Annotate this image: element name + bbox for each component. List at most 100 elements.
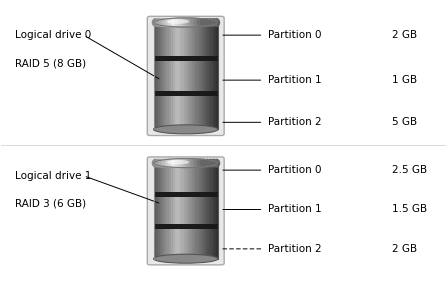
Polygon shape <box>171 163 173 259</box>
Ellipse shape <box>171 18 178 27</box>
Ellipse shape <box>174 158 181 168</box>
Ellipse shape <box>203 158 211 168</box>
Polygon shape <box>162 22 164 129</box>
Polygon shape <box>209 163 212 259</box>
Ellipse shape <box>181 18 188 27</box>
Ellipse shape <box>171 158 178 168</box>
Polygon shape <box>177 22 180 129</box>
Text: 2 GB: 2 GB <box>392 30 417 40</box>
Polygon shape <box>160 22 163 129</box>
Polygon shape <box>192 163 195 259</box>
Ellipse shape <box>190 158 198 168</box>
Ellipse shape <box>207 158 214 168</box>
Text: Partition 0: Partition 0 <box>268 30 321 40</box>
Polygon shape <box>175 22 177 129</box>
Ellipse shape <box>207 18 214 27</box>
Polygon shape <box>166 163 169 259</box>
Text: RAID 3 (6 GB): RAID 3 (6 GB) <box>15 199 86 209</box>
Polygon shape <box>153 56 218 60</box>
Ellipse shape <box>194 18 201 27</box>
Ellipse shape <box>168 158 175 168</box>
Ellipse shape <box>155 158 162 168</box>
Polygon shape <box>186 22 188 129</box>
Text: Partition 2: Partition 2 <box>268 117 321 127</box>
Text: Partition 2: Partition 2 <box>268 244 321 254</box>
Polygon shape <box>173 163 176 259</box>
Text: 1.5 GB: 1.5 GB <box>392 204 427 214</box>
Polygon shape <box>207 163 210 259</box>
Ellipse shape <box>194 158 201 168</box>
Ellipse shape <box>164 158 172 168</box>
Polygon shape <box>192 22 195 129</box>
FancyBboxPatch shape <box>148 157 224 265</box>
Polygon shape <box>201 22 203 129</box>
Polygon shape <box>162 163 164 259</box>
Polygon shape <box>153 163 156 259</box>
Ellipse shape <box>184 158 191 168</box>
Polygon shape <box>184 22 186 129</box>
Polygon shape <box>190 22 193 129</box>
Polygon shape <box>169 22 171 129</box>
Ellipse shape <box>153 158 218 168</box>
Polygon shape <box>205 163 208 259</box>
Text: Partition 1: Partition 1 <box>268 75 321 85</box>
Polygon shape <box>164 22 167 129</box>
Ellipse shape <box>210 158 217 168</box>
Text: 2 GB: 2 GB <box>392 244 417 254</box>
Text: RAID 5 (8 GB): RAID 5 (8 GB) <box>15 58 86 68</box>
Ellipse shape <box>167 160 189 164</box>
Polygon shape <box>175 163 177 259</box>
Ellipse shape <box>184 18 191 27</box>
Polygon shape <box>169 163 171 259</box>
Polygon shape <box>203 163 206 259</box>
Polygon shape <box>190 163 193 259</box>
Text: Partition 0: Partition 0 <box>268 165 321 175</box>
Text: Partition 1: Partition 1 <box>268 204 321 214</box>
Ellipse shape <box>153 18 218 27</box>
Polygon shape <box>153 224 218 229</box>
Polygon shape <box>207 22 210 129</box>
Polygon shape <box>197 22 199 129</box>
Ellipse shape <box>167 19 189 24</box>
Ellipse shape <box>197 158 204 168</box>
Polygon shape <box>181 22 184 129</box>
Polygon shape <box>203 22 206 129</box>
Polygon shape <box>171 22 173 129</box>
Ellipse shape <box>161 18 169 27</box>
Polygon shape <box>194 22 197 129</box>
Ellipse shape <box>164 18 172 27</box>
Polygon shape <box>197 163 199 259</box>
Ellipse shape <box>181 158 188 168</box>
Polygon shape <box>153 193 218 197</box>
Ellipse shape <box>158 18 165 27</box>
Polygon shape <box>153 91 218 96</box>
Ellipse shape <box>197 18 204 27</box>
Polygon shape <box>188 163 190 259</box>
Ellipse shape <box>153 125 218 134</box>
Text: 5 GB: 5 GB <box>392 117 417 127</box>
Polygon shape <box>153 22 156 129</box>
Polygon shape <box>216 163 219 259</box>
Polygon shape <box>156 163 158 259</box>
Text: Logical drive 1: Logical drive 1 <box>15 171 91 181</box>
Polygon shape <box>179 163 182 259</box>
Polygon shape <box>205 22 208 129</box>
Polygon shape <box>194 163 197 259</box>
Polygon shape <box>179 22 182 129</box>
Polygon shape <box>211 22 214 129</box>
Ellipse shape <box>153 254 218 263</box>
Ellipse shape <box>161 158 169 168</box>
Polygon shape <box>211 163 214 259</box>
Polygon shape <box>166 22 169 129</box>
Polygon shape <box>164 163 167 259</box>
Ellipse shape <box>155 18 162 27</box>
Ellipse shape <box>213 158 220 168</box>
Polygon shape <box>188 22 190 129</box>
Ellipse shape <box>177 18 185 27</box>
Polygon shape <box>158 163 160 259</box>
Ellipse shape <box>152 18 159 27</box>
FancyBboxPatch shape <box>148 16 224 135</box>
Text: 1 GB: 1 GB <box>392 75 417 85</box>
Polygon shape <box>214 22 216 129</box>
Ellipse shape <box>210 18 217 27</box>
